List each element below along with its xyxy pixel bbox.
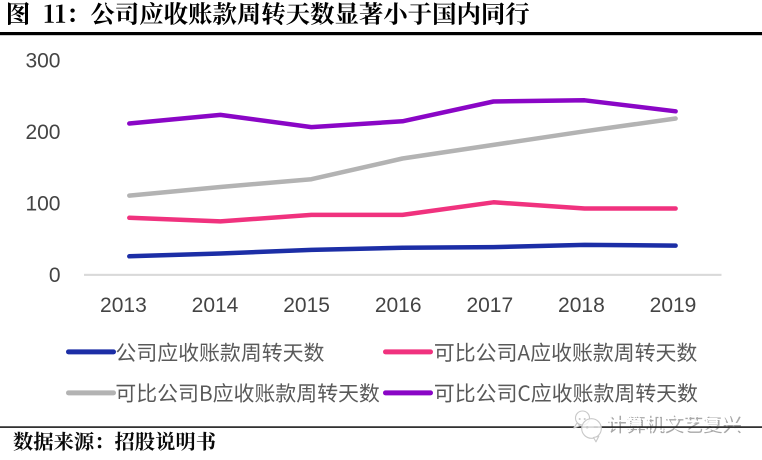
svg-text:2015: 2015 [283,294,330,317]
svg-text:2019: 2019 [650,294,697,317]
svg-text:2013: 2013 [100,294,147,317]
svg-text:2016: 2016 [375,294,422,317]
svg-text:2018: 2018 [558,294,605,317]
svg-text:2014: 2014 [192,294,239,317]
svg-text:0: 0 [49,264,61,287]
svg-text:300: 300 [25,50,60,73]
svg-text:100: 100 [25,192,60,215]
svg-text:200: 200 [25,121,60,144]
svg-text:2017: 2017 [466,294,513,317]
